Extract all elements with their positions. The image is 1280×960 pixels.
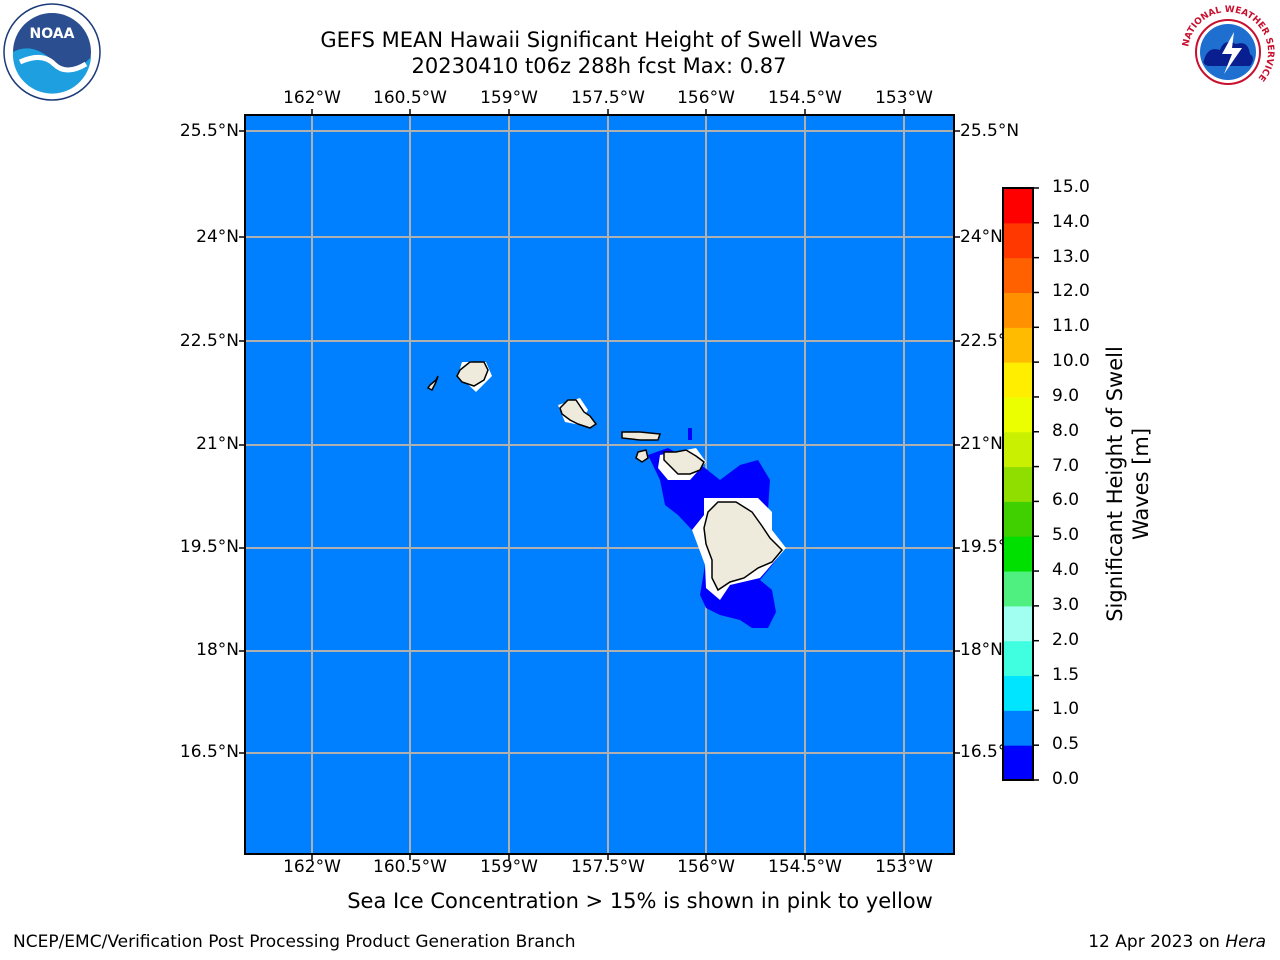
colorbar-segment	[1003, 327, 1033, 363]
colorbar-tick-label: 0.0	[1052, 769, 1080, 789]
islands	[426, 361, 784, 592]
colorbar-segment	[1003, 745, 1033, 781]
island-big-island	[703, 501, 784, 592]
lat-label-right: 21°N	[960, 434, 1003, 454]
colorbar-segment	[1003, 675, 1033, 711]
lat-label-left: 24°N	[196, 227, 239, 247]
lat-label-left: 22.5°N	[179, 331, 239, 351]
colorbar-label-line2: Waves [m]	[1129, 427, 1153, 541]
colorbar-tick-label: 8.0	[1052, 420, 1080, 441]
island-molokai	[621, 431, 662, 441]
footer-branch: NCEP/EMC/Verification Post Processing Pr…	[13, 932, 576, 952]
colorbar-segment	[1003, 396, 1033, 433]
lat-label-left: 19.5°N	[179, 537, 239, 557]
lon-label-bottom: 154.5°W	[768, 857, 842, 877]
colorbar-segment	[1003, 222, 1033, 259]
lon-label-bottom: 153°W	[875, 857, 933, 877]
colorbar-label-line1: Significant Height of Swell	[1103, 346, 1127, 622]
colorbar-tick-label: 6.0	[1052, 490, 1080, 511]
colorbar-tick-label: 13.0	[1052, 246, 1090, 267]
lon-label-bottom: 162°W	[283, 857, 341, 877]
footer-date-text: 12 Apr 2023 on	[1088, 932, 1220, 952]
island-maui	[663, 449, 705, 475]
colorbar-segment	[1003, 431, 1033, 468]
colorbar-segment	[1003, 362, 1033, 398]
colorbar-segment	[1003, 257, 1033, 293]
lon-label-bottom: 157.5°W	[571, 857, 645, 877]
map-ticks	[239, 109, 960, 860]
island-oahu	[559, 399, 598, 429]
lon-label-top: 159°W	[480, 88, 538, 108]
lat-label-left: 25.5°N	[179, 121, 239, 141]
colorbar-segment	[1003, 466, 1033, 502]
colorbar-tick-label: 2.0	[1052, 629, 1080, 650]
colorbar-tick-label: 9.0	[1052, 385, 1080, 406]
colorbar-tick-label: 14.0	[1052, 211, 1090, 232]
colorbar-segment	[1003, 640, 1033, 677]
colorbar-segment	[1003, 605, 1033, 642]
lat-label-right: 24°N	[960, 227, 1003, 247]
map-title: GEFS MEAN Hawaii Significant Height of S…	[320, 28, 878, 52]
footer-date: 12 Apr 2023 on Hera	[1088, 932, 1266, 952]
lon-label-top: 153°W	[875, 88, 933, 108]
lat-label-left: 18°N	[196, 640, 239, 660]
map-frame	[244, 114, 955, 855]
colorbar-tick-label: 1.5	[1052, 664, 1080, 685]
lon-label-top: 160.5°W	[373, 88, 447, 108]
colorbar-label: Significant Height of Swell Waves [m]	[1102, 346, 1154, 622]
nws-logo: NATIONAL WEATHER SERVICE	[1180, 4, 1276, 100]
colorbar-tick-label: 5.0	[1052, 525, 1080, 546]
lon-label-bottom: 156°W	[677, 857, 735, 877]
colorbar-segment	[1003, 292, 1033, 328]
colorbar-tick-label: 15.0	[1052, 177, 1090, 197]
colorbar-tick-label: 1.0	[1052, 699, 1080, 720]
colorbar-tick-label: 7.0	[1052, 455, 1080, 476]
map-subtitle: 20230410 t06z 288h fcst Max: 0.87	[411, 54, 787, 78]
noaa-logo: NOAA	[3, 3, 101, 101]
lat-label-left: 16.5°N	[179, 742, 239, 762]
ocean-area	[245, 115, 954, 854]
colorbar-segment	[1003, 710, 1033, 746]
lon-label-top: 162°W	[283, 88, 341, 108]
colorbar-segment	[1003, 188, 1033, 224]
colorbar-tick-label: 10.0	[1052, 351, 1090, 372]
colorbar-tick-label: 3.0	[1052, 594, 1080, 615]
island-niihau	[426, 375, 439, 392]
island-kauai	[456, 361, 489, 387]
lon-label-top: 154.5°W	[768, 88, 842, 108]
colorbar	[1002, 187, 1039, 781]
lon-label-bottom: 160.5°W	[373, 857, 447, 877]
lon-label-bottom: 159°W	[480, 857, 538, 877]
colorbar-tick-label: 4.0	[1052, 560, 1080, 581]
lat-label-right: 25.5°N	[960, 121, 1020, 141]
island-lanai	[635, 449, 649, 463]
colorbar-tick-label: 11.0	[1052, 316, 1090, 337]
noaa-logo-text: NOAA	[30, 26, 75, 42]
sea-ice-note: Sea Ice Concentration > 15% is shown in …	[347, 889, 933, 913]
lon-label-top: 157.5°W	[571, 88, 645, 108]
footer-host: Hera	[1225, 932, 1266, 952]
colorbar-tick-label: 0.5	[1052, 734, 1080, 755]
lon-label-top: 156°W	[677, 88, 735, 108]
lat-label-right: 18°N	[960, 640, 1003, 660]
colorbar-segment	[1003, 571, 1033, 607]
colorbar-tick-label: 12.0	[1052, 281, 1090, 302]
colorbar-frame	[1002, 187, 1034, 781]
lat-label-left: 21°N	[196, 434, 239, 454]
colorbar-segment	[1003, 501, 1033, 537]
colorbar-segment	[1003, 536, 1033, 572]
